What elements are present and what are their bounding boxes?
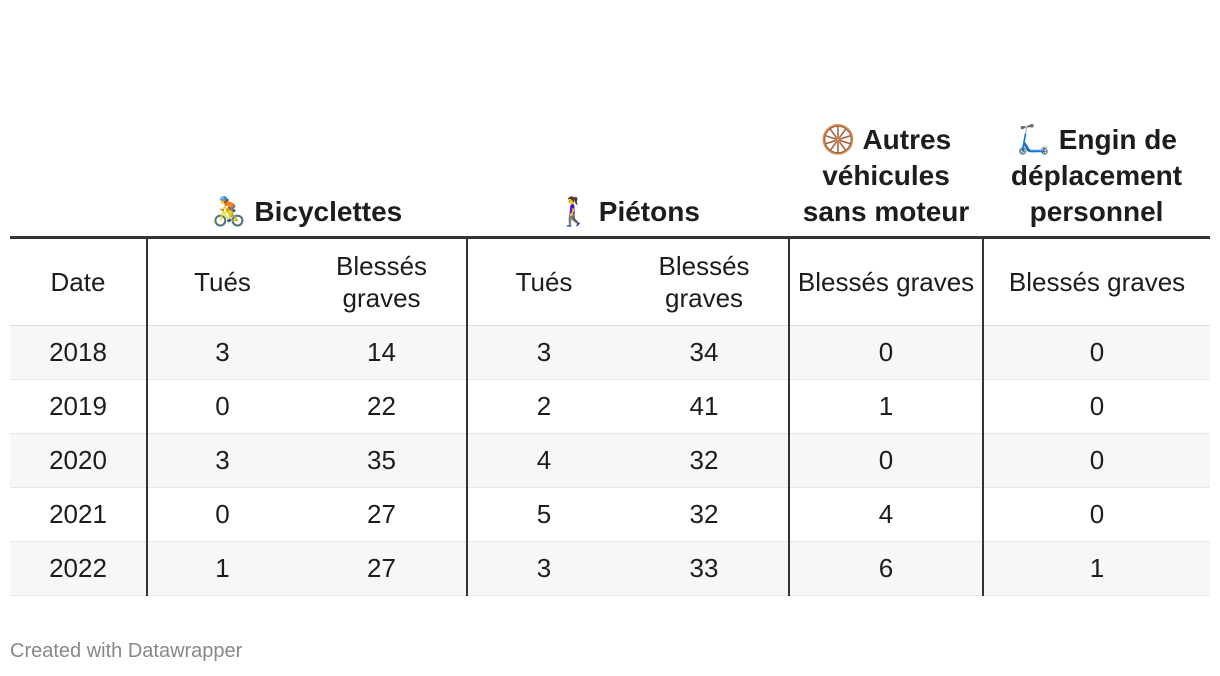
table-cell: 33 <box>620 541 790 596</box>
group-header: 🚶‍♀️ Piétons <box>467 40 790 239</box>
table-cell: 2020 <box>10 433 147 488</box>
group-header: 🚴 Bicyclettes <box>147 40 468 239</box>
table-cell: 34 <box>620 325 790 380</box>
table-cell: 4 <box>466 433 621 488</box>
table-cell: 22 <box>297 379 468 434</box>
table-cell: 0 <box>788 433 984 488</box>
table-row: 2022 1 27 3 33 6 1 <box>10 541 1211 596</box>
table-cell: 2021 <box>10 487 147 542</box>
group-header: 🛴 Engin de déplacement personnel <box>983 40 1211 239</box>
table-cell: 14 <box>297 325 468 380</box>
table-cell: 3 <box>466 325 621 380</box>
table-cell: 0 <box>982 433 1211 488</box>
table-row: 2021 0 27 5 32 4 0 <box>10 487 1211 542</box>
column-header: Tués <box>146 237 297 326</box>
group-header <box>10 40 147 239</box>
column-row: Date Tués Blessés graves Tués Blessés graves… <box>10 237 1211 326</box>
table-cell: 32 <box>620 433 790 488</box>
table-cell: 6 <box>788 541 984 596</box>
table-cell: 5 <box>466 487 621 542</box>
table-cell: 1 <box>146 541 297 596</box>
footer: Created with Datawrapper <box>10 640 243 662</box>
table-cell: 1 <box>788 379 984 434</box>
table-cell: 0 <box>982 379 1211 434</box>
table-cell: 0 <box>982 487 1211 542</box>
table-cell: 41 <box>620 379 790 434</box>
group-row: 🚴 Bicyclettes 🚶‍♀️ Piétons 🛞 Autres véhi… <box>10 40 1211 239</box>
column-header: Blessés graves <box>788 237 984 326</box>
data-table: 🚴 Bicyclettes 🚶‍♀️ Piétons 🛞 Autres véhi… <box>10 40 1211 596</box>
table-cell: 32 <box>620 487 790 542</box>
column-header: Date <box>10 237 147 326</box>
table-cell: 27 <box>297 541 468 596</box>
table-cell: 0 <box>146 487 297 542</box>
table-cell: 2022 <box>10 541 147 596</box>
table-row: 2019 0 22 2 41 1 0 <box>10 379 1211 434</box>
table-cell: 3 <box>146 433 297 488</box>
table-cell: 0 <box>788 325 984 380</box>
table-row: 2018 3 14 3 34 0 0 <box>10 325 1211 380</box>
table-cell: 3 <box>466 541 621 596</box>
table-cell: 0 <box>146 379 297 434</box>
column-header: Blessés graves <box>982 237 1211 326</box>
column-header: Blessés graves <box>297 237 468 326</box>
table-body: 2018 3 14 3 34 0 0 2019 0 22 2 41 1 0 2020 3 35 4 32 0 0 2021… <box>10 325 1211 596</box>
column-header: Blessés graves <box>620 237 790 326</box>
table-cell: 2 <box>466 379 621 434</box>
table-cell: 2019 <box>10 379 147 434</box>
column-header: Tués <box>466 237 621 326</box>
group-header: 🛞 Autres véhicules sans moteur <box>789 40 984 239</box>
table-cell: 1 <box>982 541 1211 596</box>
table-row: 2020 3 35 4 32 0 0 <box>10 433 1211 488</box>
table-cell: 2018 <box>10 325 147 380</box>
table-cell: 3 <box>146 325 297 380</box>
table-cell: 4 <box>788 487 984 542</box>
table-cell: 35 <box>297 433 468 488</box>
table-cell: 27 <box>297 487 468 542</box>
table-cell: 0 <box>982 325 1211 380</box>
